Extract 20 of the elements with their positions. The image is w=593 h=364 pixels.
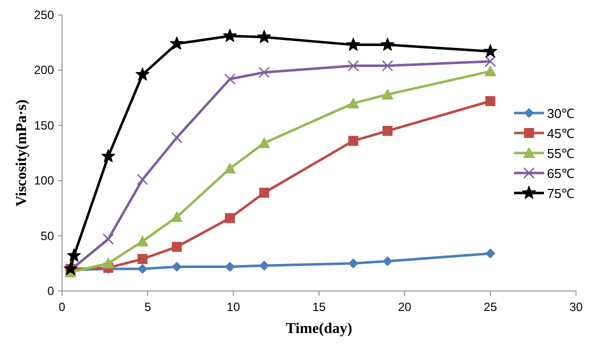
- legend-label: 45℃: [547, 126, 574, 141]
- x-tick-label: 25: [484, 300, 498, 314]
- legend-label: 55℃: [547, 146, 574, 161]
- y-axis-title: Viscosity(mPa·s): [14, 100, 30, 206]
- y-tick-label: 0: [47, 284, 54, 298]
- legend-label: 30℃: [547, 106, 574, 121]
- x-tick-label: 10: [226, 300, 240, 314]
- x-axis-title: Time(day): [286, 321, 352, 337]
- x-tick-label: 20: [398, 300, 412, 314]
- legend-label: 75℃: [547, 186, 574, 201]
- x-tick-label: 15: [312, 300, 326, 314]
- y-tick-label: 100: [34, 174, 54, 188]
- x-tick-label: 30: [569, 300, 583, 314]
- y-tick-label: 50: [40, 228, 54, 243]
- x-tick-label: 0: [58, 300, 66, 314]
- y-tick-label: 150: [34, 118, 54, 132]
- legend-label: 65℃: [547, 166, 574, 181]
- y-tick-label: 250: [34, 8, 54, 22]
- x-tick-label: 5: [144, 300, 152, 314]
- y-tick-label: 200: [34, 63, 54, 78]
